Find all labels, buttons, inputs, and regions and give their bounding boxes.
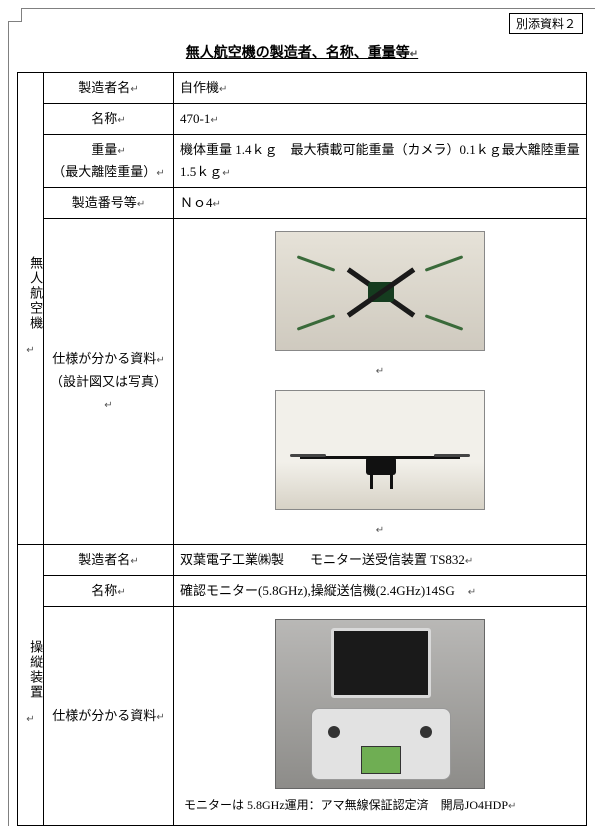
return-mark: ↵: [156, 712, 164, 723]
uav-serial-label: 製造番号等↵: [44, 188, 174, 219]
attachment-label: 別添資料２: [516, 17, 576, 31]
attachment-label-box: 別添資料２: [509, 13, 583, 34]
label-text-line2: （設計図又は写真）: [50, 374, 167, 389]
uav-name-label: 名称↵: [44, 104, 174, 135]
page-frame: 別添資料２ 無人航空機の製造者、名称、重量等↵ 無人航空機↵ 製造者名↵ 自作機…: [8, 8, 595, 826]
uav-manufacturer-value: 自作機↵: [174, 73, 587, 104]
return-mark: ↵: [104, 400, 112, 411]
label-text: 名称: [91, 111, 117, 126]
return-mark: ↵: [376, 525, 384, 536]
drone-side-view-photo: [275, 390, 485, 510]
return-mark: ↵: [213, 199, 221, 210]
section-ctrl-heading-cell: 操縦装置 ↵: [18, 544, 44, 826]
return-mark: ↵: [156, 168, 164, 179]
return-mark: ↵: [376, 366, 384, 377]
ctrl-spec-photo-cell: モニターは 5.8GHz運用：アマ無線保証認定済 開局JO4HDP↵: [174, 606, 587, 825]
return-mark: ↵: [130, 84, 138, 95]
uav-manufacturer-label: 製造者名↵: [44, 73, 174, 104]
document-title-text: 無人航空機の製造者、名称、重量等: [186, 46, 410, 61]
return-mark: ↵: [130, 556, 138, 567]
label-text: 仕様が分かる資料: [52, 708, 156, 723]
ctrl-spec-caption: モニターは 5.8GHz運用：アマ無線保証認定済 開局JO4HDP↵: [180, 793, 580, 821]
ctrl-name-label: 名称↵: [44, 575, 174, 606]
label-text: 製造者名: [78, 552, 130, 567]
label-text: 製造者名: [78, 80, 130, 95]
return-mark: ↵: [26, 345, 34, 356]
label-text-line2: （最大離陸重量）: [52, 164, 156, 179]
ctrl-spec-label: 仕様が分かる資料↵: [44, 606, 174, 825]
return-mark: ↵: [117, 115, 125, 126]
return-mark: ↵: [222, 168, 230, 179]
uav-spec-photos-cell: ↵ ↵: [174, 219, 587, 544]
section-uav-heading: 無人航空機: [24, 256, 46, 331]
uav-name-value: 470-1↵: [174, 104, 587, 135]
corner-crop-mark: [8, 8, 22, 22]
return-mark: ↵: [210, 115, 218, 126]
uav-weight-value: 機体重量 1.4ｋｇ 最大積載可能重量（カメラ）0.1ｋｇ最大離陸重量 1.5ｋ…: [174, 135, 587, 188]
return-mark: ↵: [137, 199, 145, 210]
label-text: 名称: [91, 583, 117, 598]
document-title: 無人航空機の製造者、名称、重量等↵: [17, 42, 587, 62]
ctrl-manufacturer-value: 双葉電子工業㈱製 モニター送受信装置 TS832↵: [174, 544, 587, 575]
value-text: 双葉電子工業㈱製 モニター送受信装置 TS832: [180, 552, 465, 567]
uav-weight-label: 重量↵ （最大離陸重量）↵: [44, 135, 174, 188]
return-mark: ↵: [410, 49, 418, 60]
section-ctrl-heading: 操縦装置: [24, 640, 46, 700]
value-text: 自作機: [180, 80, 219, 95]
uav-spec-label: 仕様が分かる資料↵ （設計図又は写真）↵: [44, 219, 174, 544]
drone-top-view-photo: [275, 231, 485, 351]
label-text-line1: 重量: [91, 142, 117, 157]
caption-text: モニターは 5.8GHz運用：アマ無線保証認定済 開局JO4HDP: [184, 798, 508, 812]
return-mark: ↵: [508, 801, 516, 812]
value-text: 確認モニター(5.8GHz),操縦送信機(2.4GHz)14SG: [180, 583, 468, 598]
return-mark: ↵: [465, 556, 473, 567]
ctrl-manufacturer-label: 製造者名↵: [44, 544, 174, 575]
value-text: Ｎｏ4: [180, 195, 213, 210]
return-mark: ↵: [26, 714, 34, 725]
value-text: 470-1: [180, 111, 210, 126]
label-text-line1: 仕様が分かる資料: [52, 351, 156, 366]
ctrl-name-value: 確認モニター(5.8GHz),操縦送信機(2.4GHz)14SG ↵: [174, 575, 587, 606]
return-mark: ↵: [117, 146, 125, 157]
label-text: 製造番号等: [72, 195, 137, 210]
section-uav-heading-cell: 無人航空機 ↵: [18, 73, 44, 545]
return-mark: ↵: [117, 587, 125, 598]
spec-table: 無人航空機↵ 製造者名↵ 自作機↵ 名称↵ 470-1↵ 重量↵ （最大離陸重量…: [17, 72, 587, 826]
return-mark: ↵: [219, 84, 227, 95]
value-text: 機体重量 1.4ｋｇ 最大積載可能重量（カメラ）0.1ｋｇ最大離陸重量 1.5ｋ…: [180, 142, 580, 179]
transmitter-with-monitor-photo: [275, 619, 485, 789]
return-mark: ↵: [468, 587, 476, 598]
uav-serial-value: Ｎｏ4↵: [174, 188, 587, 219]
return-mark: ↵: [156, 355, 164, 366]
